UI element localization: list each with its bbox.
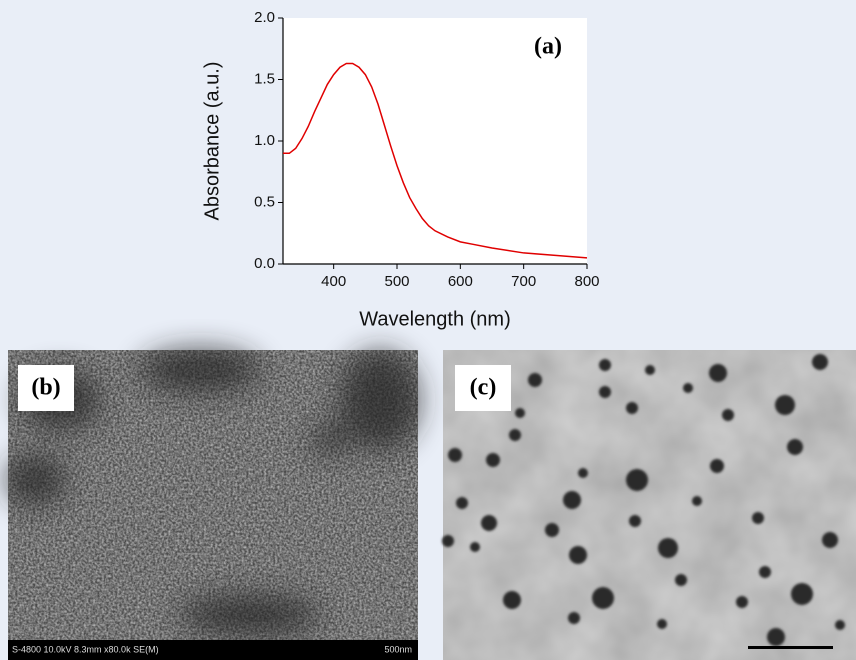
x-tick-label: 700 — [511, 273, 536, 290]
plot-area — [283, 18, 587, 264]
y-tick-label: 1.0 — [254, 132, 275, 149]
x-tick-label: 400 — [321, 273, 346, 290]
panel-label: (a) — [534, 34, 562, 60]
x-tick-label: 800 — [574, 273, 599, 290]
x-axis-title: Wavelength (nm) — [359, 308, 511, 330]
y-tick-label: 0.0 — [254, 255, 275, 272]
chart: 0.0 0.5 1.0 1.5 2.0 400 500 600 700 800 — [254, 9, 599, 290]
y-tick-label: 0.5 — [254, 193, 275, 210]
y-tick-label: 2.0 — [254, 9, 275, 26]
panel-label: (c) — [470, 375, 497, 401]
sem-info: S-4800 10.0kV 8.3mm x80.0k SE(M) — [12, 644, 159, 654]
tem-image: (c) — [442, 350, 856, 660]
y-axis-title: Absorbance (a.u.) — [201, 62, 223, 221]
x-tick-label: 600 — [448, 273, 473, 290]
panel-label: (b) — [31, 375, 60, 401]
sem-scale: 500nm — [384, 644, 412, 654]
x-tick-label: 500 — [384, 273, 409, 290]
sem-image: S-4800 10.0kV 8.3mm x80.0k SE(M) 500nm (… — [5, 348, 420, 660]
line-series — [283, 62, 588, 259]
y-tick-label: 1.5 — [254, 70, 275, 87]
